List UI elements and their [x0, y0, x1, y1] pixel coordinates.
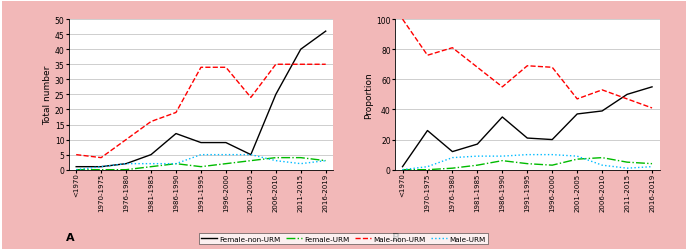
- Female-non-URM: [598, 110, 606, 113]
- Male-non-URM: [648, 107, 656, 110]
- Y-axis label: Total number: Total number: [43, 66, 52, 124]
- Female-URM: [498, 160, 506, 162]
- Male-URM: [423, 166, 431, 168]
- Female-URM: [423, 168, 431, 172]
- Male-non-URM: [498, 86, 506, 89]
- Male-URM: [398, 168, 407, 172]
- Male-non-URM: [473, 66, 482, 70]
- Female-non-URM: [523, 137, 532, 140]
- Male-non-URM: [398, 18, 407, 22]
- Male-URM: [449, 156, 457, 160]
- Legend: Female-non-URM, Female-URM, Male-non-URM, Male-URM: Female-non-URM, Female-URM, Male-non-URM…: [199, 234, 488, 244]
- Female-URM: [473, 164, 482, 167]
- Text: A: A: [66, 232, 75, 242]
- Female-URM: [449, 167, 457, 170]
- Male-URM: [523, 154, 532, 156]
- Female-non-URM: [473, 143, 482, 146]
- Female-non-URM: [548, 138, 556, 141]
- Female-non-URM: [498, 116, 506, 119]
- Female-non-URM: [423, 130, 431, 132]
- Female-URM: [648, 162, 656, 166]
- Female-URM: [598, 156, 606, 160]
- Female-URM: [573, 158, 581, 161]
- Male-URM: [598, 164, 606, 167]
- Line: Male-URM: Male-URM: [403, 155, 652, 170]
- Female-URM: [398, 168, 407, 172]
- Line: Female-non-URM: Female-non-URM: [403, 88, 652, 167]
- Female-non-URM: [648, 86, 656, 89]
- Male-non-URM: [623, 98, 631, 101]
- Female-non-URM: [623, 94, 631, 96]
- Female-URM: [523, 162, 532, 166]
- Text: B: B: [392, 232, 401, 242]
- Male-URM: [498, 155, 506, 158]
- Male-URM: [473, 155, 482, 158]
- Female-URM: [623, 161, 631, 164]
- Y-axis label: Proportion: Proportion: [365, 72, 374, 118]
- Male-non-URM: [449, 47, 457, 50]
- Male-URM: [623, 167, 631, 170]
- Male-URM: [573, 155, 581, 158]
- Male-non-URM: [423, 54, 431, 58]
- Female-non-URM: [398, 166, 407, 168]
- Female-URM: [548, 164, 556, 167]
- Line: Female-URM: Female-URM: [403, 158, 652, 170]
- Male-URM: [648, 166, 656, 168]
- Female-non-URM: [449, 150, 457, 154]
- Male-non-URM: [548, 66, 556, 70]
- Line: Male-non-URM: Male-non-URM: [403, 20, 652, 108]
- Male-non-URM: [598, 89, 606, 92]
- Male-URM: [548, 154, 556, 156]
- Male-non-URM: [523, 65, 532, 68]
- Female-non-URM: [573, 113, 581, 116]
- Male-non-URM: [573, 98, 581, 101]
